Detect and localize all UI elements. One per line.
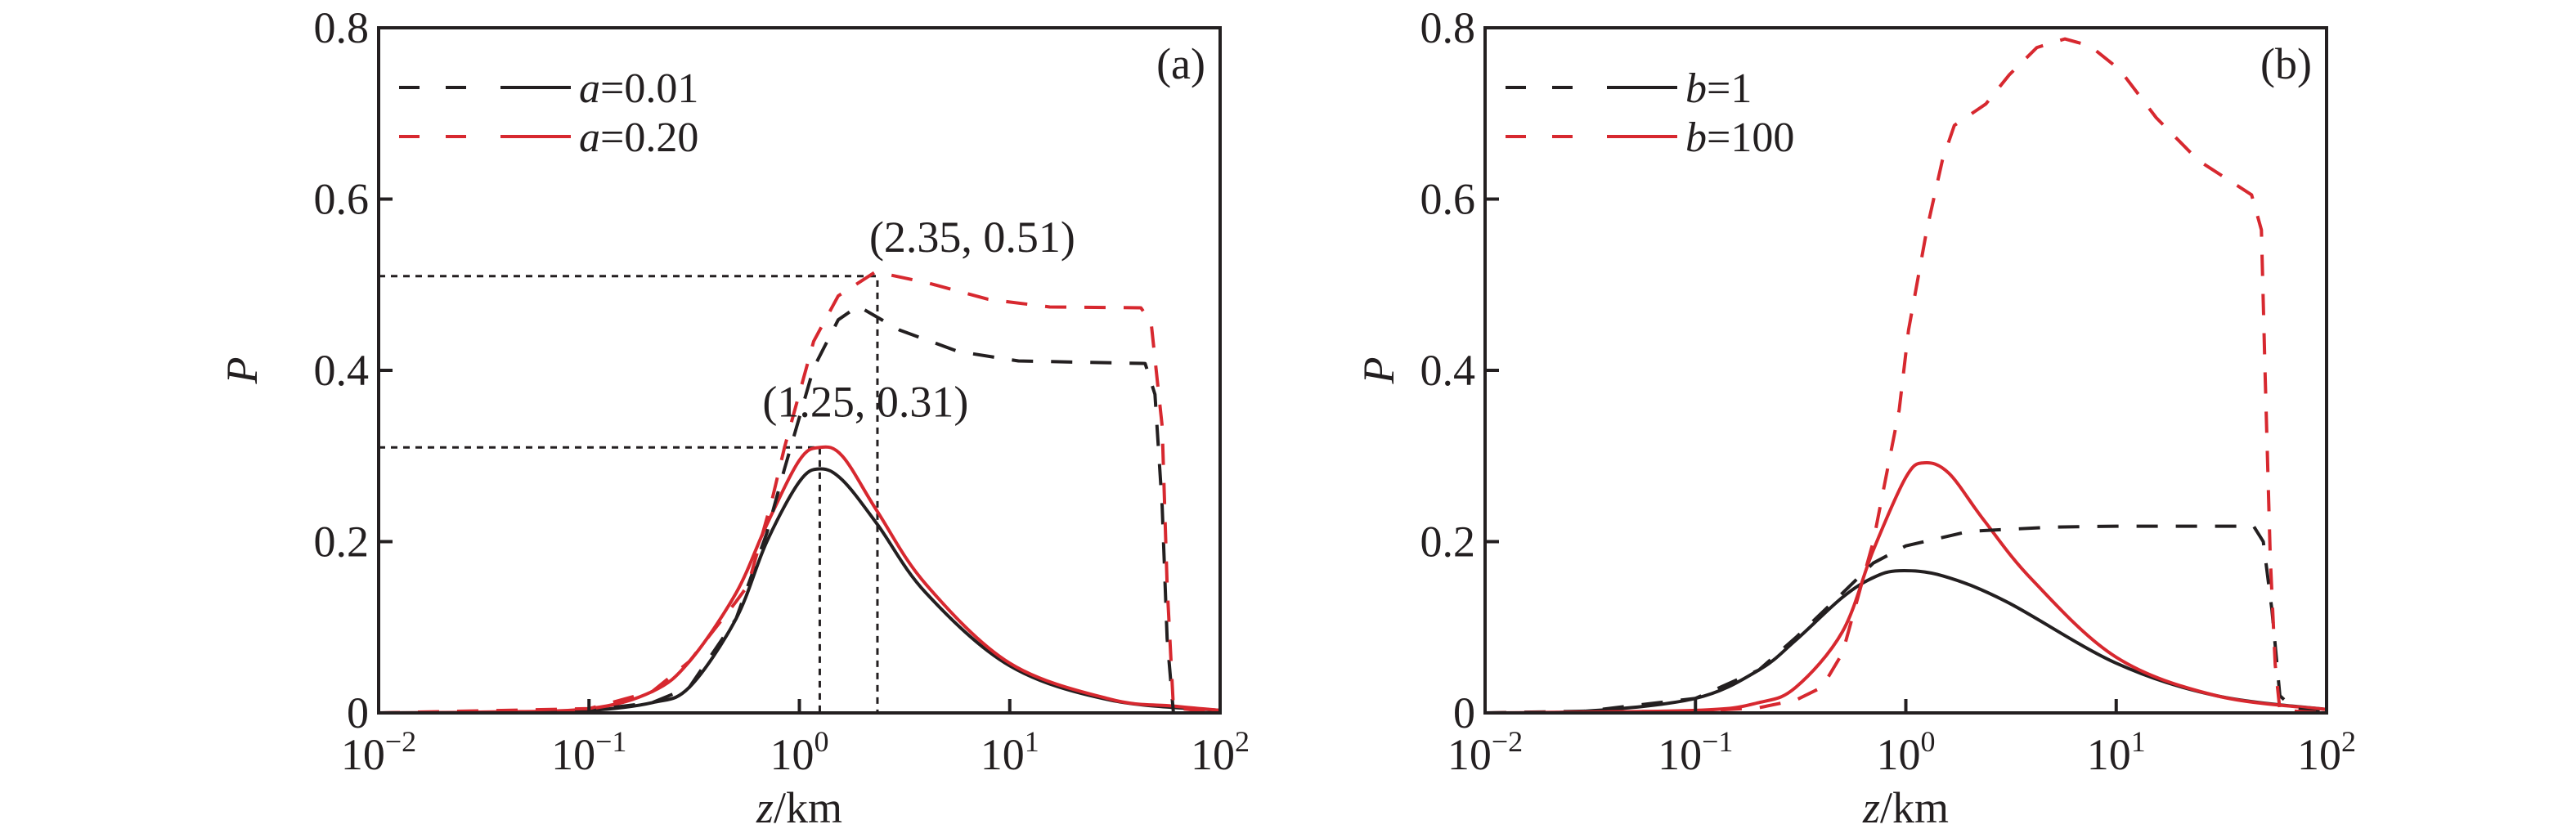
x-tick-label: 102	[2297, 725, 2356, 779]
y-tick-label: 0	[1453, 688, 1475, 737]
axes-frame	[1483, 26, 2328, 715]
panel-a: 10−2 10−1 100 101 102 0 0.2 0.4 0.6 0.8 z/km P (a) a=…	[218, 3, 1250, 829]
guide-line	[379, 275, 879, 713]
annotation-label: (2.35, 0.51)	[869, 213, 1075, 262]
series-line-solid-black	[1484, 569, 2327, 715]
series-line-solid-red	[378, 445, 1221, 715]
legend-entry: b=100	[1506, 114, 1794, 161]
y-tick-label: 0.4	[1420, 346, 1476, 395]
x-tick-label: 102	[1191, 725, 1250, 779]
series-line-dashed-black	[1484, 524, 2327, 715]
y-tick-label: 0.4	[314, 346, 370, 395]
panel-b: 10−2 10−1 100 101 102 0 0.2 0.4 0.6 0.8 z/km P (b) b=…	[1354, 3, 2356, 829]
legend-label: a=0.20	[579, 114, 698, 161]
legend-entry: b=1	[1506, 65, 1752, 112]
x-tick-label: 100	[1877, 725, 1936, 779]
x-tick-label: 101	[2087, 725, 2146, 779]
series-line-dashed-red	[1484, 37, 2327, 715]
y-axis-label: P	[1354, 357, 1403, 385]
series-line-dashed-black	[378, 304, 1220, 715]
x-tick-label: 10−1	[1658, 725, 1733, 779]
y-tick-label: 0.6	[314, 175, 370, 224]
panel-label: (a)	[1156, 39, 1205, 88]
legend-label: b=100	[1685, 114, 1794, 161]
legend-entry: a=0.01	[399, 65, 698, 112]
annotation-label: (1.25, 0.31)	[762, 377, 968, 426]
x-tick-label: 10−2	[1447, 725, 1523, 779]
y-axis-label: P	[218, 357, 267, 385]
legend-entry: a=0.20	[399, 114, 698, 161]
x-tick-label: 10−1	[551, 725, 626, 779]
axes-frame	[377, 26, 1222, 715]
legend-label: b=1	[1685, 65, 1752, 112]
x-axis-label: z/km	[756, 783, 842, 829]
series-line-solid-black	[378, 467, 1221, 715]
legend-label: a=0.01	[579, 65, 698, 112]
series-line-solid-red	[1484, 460, 2327, 715]
panel-label: (b)	[2260, 39, 2312, 88]
y-tick-label: 0.8	[314, 3, 370, 52]
series-line-dashed-red	[378, 270, 1221, 715]
x-tick-label: 10−2	[341, 725, 416, 779]
x-axis-label: z/km	[1862, 783, 1949, 829]
y-tick-label: 0.8	[1420, 3, 1476, 52]
guide-line	[379, 446, 821, 713]
x-tick-label: 100	[770, 725, 829, 779]
y-tick-label: 0.2	[1420, 518, 1476, 567]
y-tick-label: 0.6	[1420, 175, 1476, 224]
x-tick-label: 101	[981, 725, 1039, 779]
y-tick-label: 0	[347, 688, 369, 737]
y-tick-label: 0.2	[314, 518, 370, 567]
